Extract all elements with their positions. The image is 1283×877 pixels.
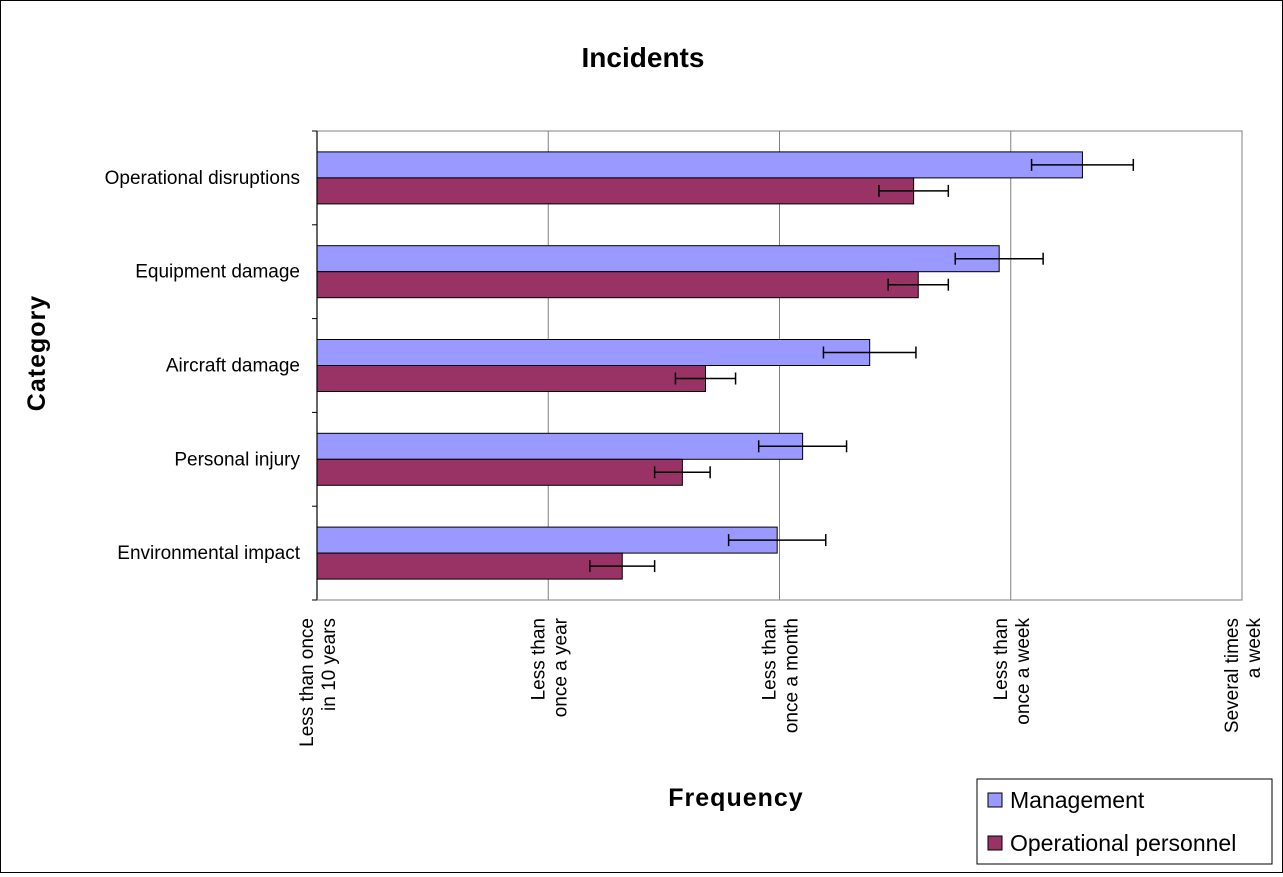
x-tick-label-0: Less than oncein 10 years bbox=[297, 618, 340, 747]
error-bar-operational-personnel-equipment-damage bbox=[887, 278, 950, 291]
category-label-personal-injury: Personal injury bbox=[174, 449, 300, 470]
x-axis-title: Frequency bbox=[668, 784, 803, 812]
bar-operational-personnel-operational-disruptions bbox=[316, 177, 915, 205]
error-bar-operational-personnel-aircraft-damage bbox=[674, 372, 737, 385]
y-axis-title: Category bbox=[23, 295, 51, 411]
error-bar-operational-personnel-operational-disruptions bbox=[878, 184, 950, 197]
category-label-environmental-impact: Environmental impact bbox=[117, 543, 300, 564]
legend-label-operational-personnel: Operational personnel bbox=[1010, 830, 1236, 856]
x-tick-label-4: Several timesa week bbox=[1222, 618, 1265, 734]
x-tick-label-2: Less thanonce a month bbox=[760, 618, 803, 733]
category-label-operational-disruptions: Operational disruptions bbox=[105, 168, 300, 189]
bar-management-environmental-impact bbox=[316, 526, 778, 554]
bar-operational-personnel-environmental-impact bbox=[316, 552, 623, 580]
bar-management-equipment-damage bbox=[316, 245, 1000, 273]
error-bar-operational-personnel-environmental-impact bbox=[589, 560, 656, 573]
legend-swatch-management bbox=[987, 792, 1003, 808]
error-bars bbox=[589, 158, 1135, 573]
error-bar-management-personal-injury bbox=[757, 440, 848, 453]
error-bar-operational-personnel-personal-injury bbox=[653, 466, 711, 479]
chart-title: Incidents bbox=[582, 42, 705, 73]
bar-management-personal-injury bbox=[316, 432, 804, 460]
error-bar-management-aircraft-damage bbox=[822, 346, 917, 359]
bar-operational-personnel-personal-injury bbox=[316, 458, 683, 486]
error-bar-management-environmental-impact bbox=[727, 534, 827, 547]
bar-management-operational-disruptions bbox=[316, 151, 1083, 179]
bar-operational-personnel-equipment-damage bbox=[316, 271, 919, 299]
y-axis-ticks bbox=[312, 130, 317, 601]
x-tick-labels: Less than oncein 10 years Less thanonce a… bbox=[297, 617, 1265, 747]
legend-swatch-operational-personnel bbox=[987, 835, 1003, 851]
bar-management-aircraft-damage bbox=[316, 339, 871, 366]
x-tick-label-3: Less thanonce a week bbox=[991, 618, 1034, 725]
bar-operational-personnel-aircraft-damage bbox=[316, 365, 706, 392]
legend-label-management: Management bbox=[1010, 787, 1145, 813]
error-bar-management-operational-disruptions bbox=[1030, 158, 1135, 171]
error-bar-management-equipment-damage bbox=[954, 252, 1044, 265]
category-label-equipment-damage: Equipment damage bbox=[135, 262, 300, 283]
legend: Management Operational personnel bbox=[976, 778, 1273, 865]
bars bbox=[316, 151, 1083, 580]
category-labels: Operational disruptions Equipment damage A… bbox=[105, 168, 301, 564]
category-label-aircraft-damage: Aircraft damage bbox=[166, 356, 300, 377]
legend-box bbox=[976, 778, 1273, 865]
x-tick-label-1: Less thanonce a year bbox=[528, 617, 571, 717]
